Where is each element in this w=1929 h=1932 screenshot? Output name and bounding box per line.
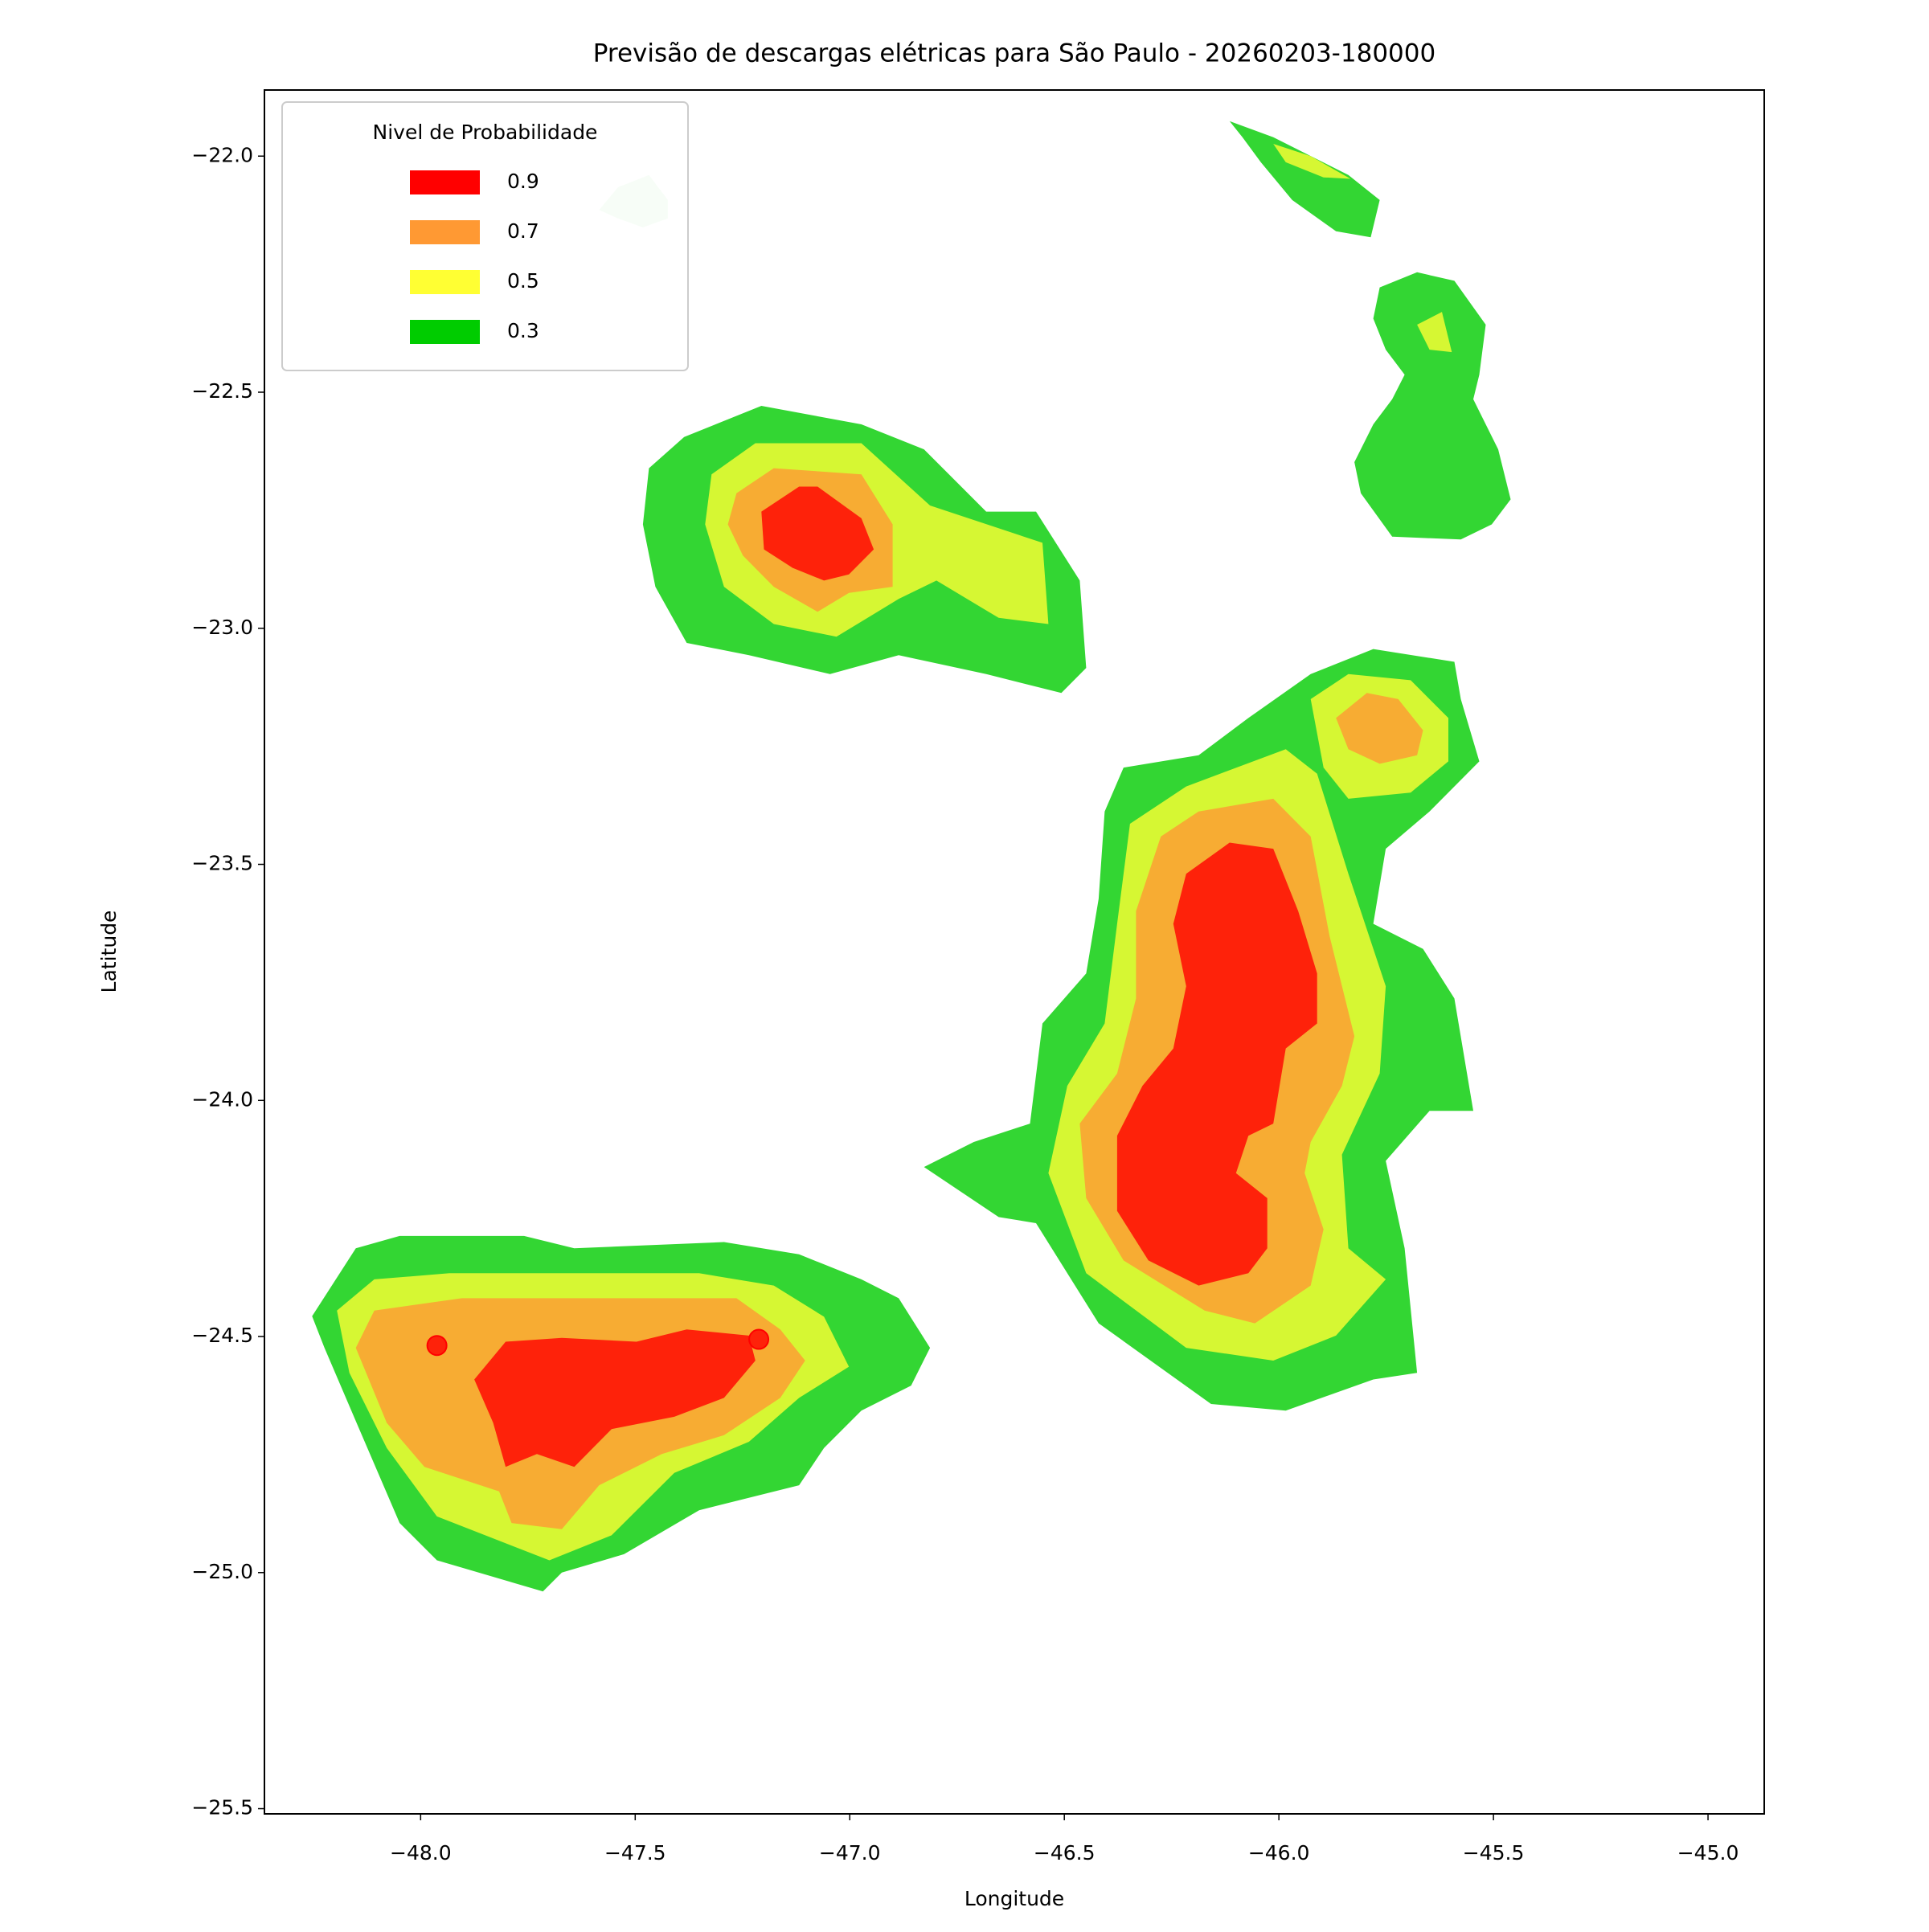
legend-swatch — [410, 270, 480, 294]
legend-swatch — [410, 320, 480, 344]
x-tick-label: −46.5 — [1034, 1841, 1096, 1864]
x-tick-label: −47.5 — [604, 1841, 666, 1864]
legend: Nivel de Probabilidade 0.9 0.7 0.5 0.3 — [281, 101, 689, 371]
legend-swatch — [410, 220, 480, 244]
legend-label: 0.3 — [507, 319, 539, 342]
plot-area — [312, 121, 1511, 1592]
y-tick-label: −23.5 — [191, 852, 253, 875]
x-tick-label: −48.0 — [390, 1841, 452, 1864]
contour-region — [1336, 693, 1423, 764]
y-tick-label: −25.0 — [191, 1560, 253, 1583]
y-tick-label: −22.0 — [191, 143, 253, 166]
y-tick-label: −22.5 — [191, 379, 253, 403]
legend-label: 0.9 — [507, 170, 539, 193]
x-tick-label: −47.0 — [819, 1841, 881, 1864]
contour-region — [1417, 312, 1452, 353]
contour-region — [1354, 272, 1511, 540]
contour-region — [1116, 842, 1317, 1286]
chart-title: Previsão de descargas elétricas para São… — [593, 39, 1435, 68]
legend-box — [281, 101, 689, 371]
y-tick-label: −24.0 — [191, 1087, 253, 1111]
legend-label: 0.7 — [507, 219, 539, 243]
contour-region — [1273, 144, 1351, 179]
y-axis-label: Latitude — [97, 911, 121, 993]
marker — [426, 1335, 448, 1357]
legend-title: Nivel de Probabilidade — [373, 121, 598, 144]
x-axis-label: Longitude — [964, 1887, 1064, 1910]
marker — [748, 1328, 770, 1350]
y-tick-label: −24.5 — [191, 1324, 253, 1347]
legend-swatch — [410, 170, 480, 194]
y-tick-label: −23.0 — [191, 616, 253, 639]
contour-region — [761, 486, 874, 581]
x-tick-label: −45.0 — [1677, 1841, 1739, 1864]
axes-frame — [264, 89, 1765, 1815]
contour-region — [474, 1329, 756, 1467]
contour-region — [1229, 121, 1380, 238]
x-tick-label: −45.5 — [1463, 1841, 1525, 1864]
y-tick-label: −25.5 — [191, 1796, 253, 1819]
x-tick-label: −46.0 — [1248, 1841, 1310, 1864]
legend-label: 0.5 — [507, 269, 539, 293]
